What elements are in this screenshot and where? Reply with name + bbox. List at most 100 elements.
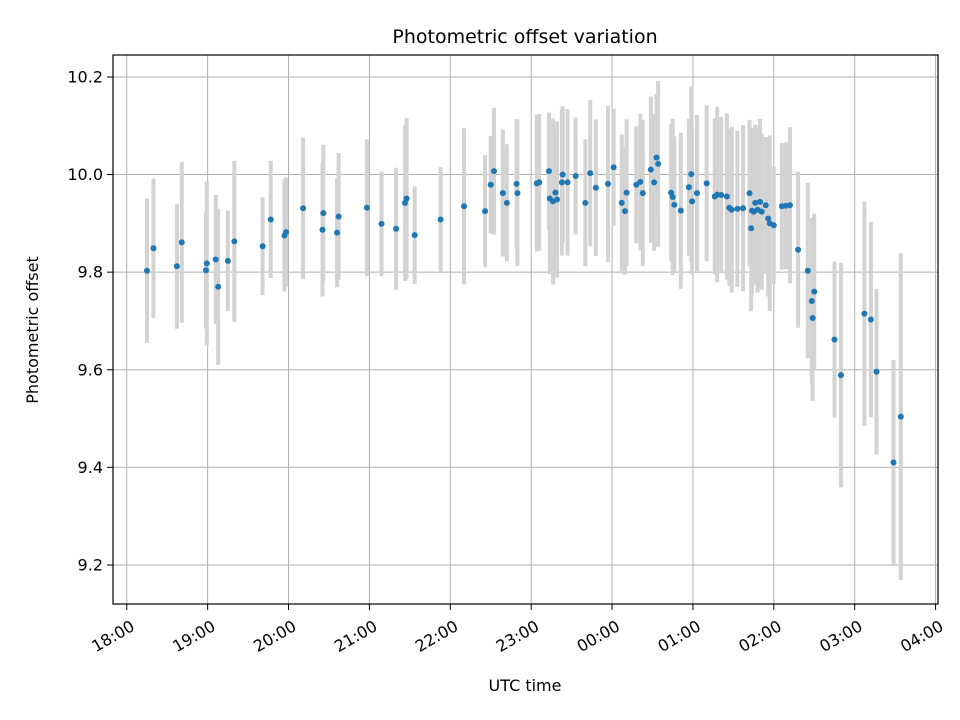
data-point <box>685 184 692 191</box>
data-point <box>605 180 611 187</box>
data-point <box>752 199 759 206</box>
data-points <box>143 154 904 466</box>
data-point <box>655 160 662 167</box>
x-axis-label: UTC time <box>489 676 562 695</box>
data-point <box>770 222 777 229</box>
data-point <box>212 256 219 263</box>
data-point <box>762 202 769 209</box>
data-point <box>897 413 904 420</box>
data-point <box>334 229 341 236</box>
data-point <box>740 205 747 212</box>
data-point <box>320 210 327 217</box>
y-tick-label: 9.8 <box>78 263 103 282</box>
data-point <box>363 204 370 211</box>
y-tick-label: 10.2 <box>67 67 103 86</box>
data-point <box>487 181 494 188</box>
data-point <box>718 192 725 199</box>
data-point <box>671 201 678 208</box>
data-point <box>224 257 231 264</box>
data-point <box>203 267 210 274</box>
chart-title: Photometric offset variation <box>392 26 657 48</box>
data-point <box>653 154 660 161</box>
data-point <box>831 336 838 343</box>
data-point <box>748 225 755 232</box>
data-point <box>559 171 566 178</box>
data-point <box>437 216 444 223</box>
data-point <box>861 310 868 317</box>
data-point <box>203 260 210 267</box>
data-point <box>545 168 552 175</box>
data-point <box>587 170 594 177</box>
data-point <box>647 166 654 173</box>
data-point <box>552 189 559 196</box>
data-point <box>554 196 561 203</box>
y-tick-label: 9.2 <box>78 555 103 574</box>
data-point <box>610 164 617 171</box>
data-point <box>618 199 625 206</box>
data-point <box>499 190 506 197</box>
data-point <box>811 288 818 295</box>
data-point <box>173 263 180 270</box>
data-point <box>890 459 897 466</box>
data-point <box>677 207 684 214</box>
data-point <box>808 297 815 304</box>
data-point <box>804 267 811 274</box>
data-point <box>669 194 676 201</box>
data-point <box>178 239 185 246</box>
y-tick-label: 9.6 <box>78 360 103 379</box>
data-point <box>572 173 579 180</box>
data-point <box>150 245 157 252</box>
y-axis-ticks: 9.2 9.4 9.6 9.8 10.0 10.2 <box>67 67 113 574</box>
data-point <box>795 246 802 253</box>
data-point <box>757 198 764 205</box>
data-point <box>592 184 599 191</box>
data-point <box>809 315 816 322</box>
data-point <box>283 229 290 236</box>
data-point <box>734 205 741 212</box>
data-point <box>503 199 510 206</box>
data-point <box>837 372 844 379</box>
data-point <box>378 220 385 227</box>
data-point <box>728 206 735 213</box>
data-point <box>536 179 543 186</box>
data-point <box>215 283 222 290</box>
y-tick-label: 10.0 <box>67 165 103 184</box>
data-point <box>651 179 658 186</box>
data-point <box>403 195 410 202</box>
data-point <box>688 171 695 178</box>
data-point <box>514 190 521 197</box>
data-point <box>411 232 418 239</box>
data-point <box>786 202 793 209</box>
data-point <box>393 225 400 232</box>
data-point <box>319 226 326 233</box>
data-point <box>867 316 874 323</box>
data-point <box>637 178 644 185</box>
y-tick-label: 9.4 <box>78 458 103 477</box>
y-axis-label: Photometric offset <box>23 256 42 404</box>
data-point <box>758 208 765 215</box>
data-point <box>482 208 489 215</box>
data-point <box>490 168 497 175</box>
data-point <box>335 213 342 220</box>
data-point <box>623 189 630 196</box>
data-point <box>703 180 710 187</box>
data-point <box>746 190 753 197</box>
data-point <box>564 179 571 186</box>
data-point <box>259 243 266 250</box>
data-point <box>621 208 628 215</box>
data-point <box>723 193 730 200</box>
data-point <box>582 199 589 206</box>
data-point <box>558 179 565 186</box>
data-point <box>300 205 307 212</box>
data-point <box>873 368 880 375</box>
data-point <box>231 238 238 245</box>
data-point <box>513 180 520 187</box>
data-point <box>461 203 468 210</box>
data-point <box>689 198 696 205</box>
data-point <box>765 215 772 222</box>
data-point <box>639 190 646 197</box>
data-point <box>693 190 700 197</box>
data-point <box>267 216 274 223</box>
